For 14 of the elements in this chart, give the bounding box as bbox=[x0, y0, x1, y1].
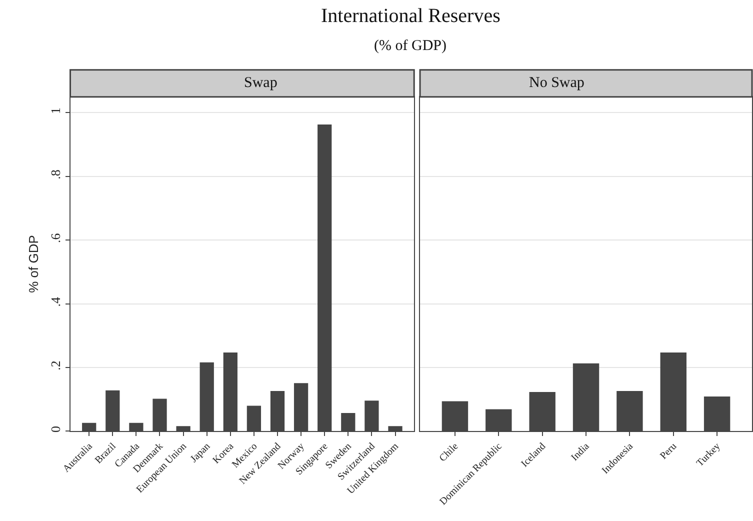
y-tick-label: .6 bbox=[48, 232, 64, 244]
y-tick-label: .2 bbox=[48, 360, 64, 370]
y-axis-title: % of GDP bbox=[26, 235, 42, 293]
x-tick-label: Chile bbox=[438, 440, 462, 464]
text: International Reserves bbox=[321, 5, 501, 27]
text: (% of GDP) bbox=[374, 38, 446, 54]
y-tick-label: .8 bbox=[48, 170, 64, 180]
y-tick-label: .4 bbox=[48, 296, 64, 307]
y-tick-label: 0 bbox=[48, 426, 64, 432]
chart-title: Swap bbox=[244, 75, 278, 91]
x-tick-label: Peru bbox=[658, 441, 680, 462]
y-tick-label: 1 bbox=[48, 108, 64, 114]
x-tick-label: India bbox=[569, 440, 592, 464]
chart-title: No Swap bbox=[529, 75, 584, 91]
